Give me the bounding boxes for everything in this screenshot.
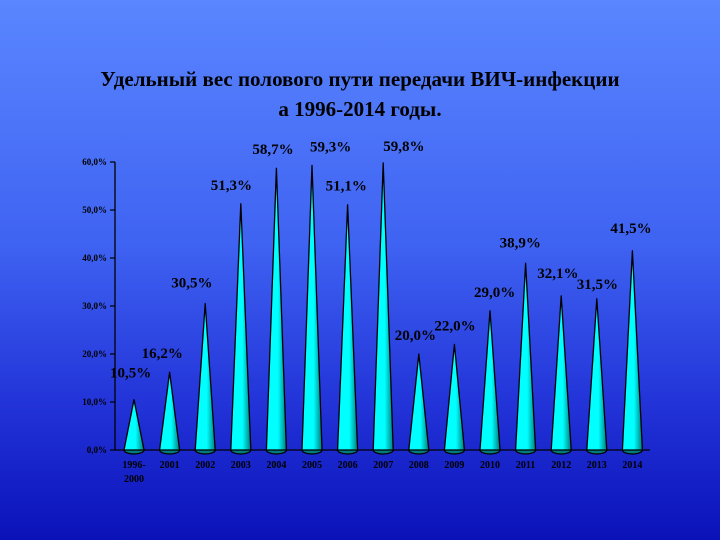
x-tick-label: 2006 [338,460,358,471]
data-label: 51,3% [211,178,252,194]
y-tick-label: 10,0% [82,397,107,407]
chart-title: Удельный вес полового пути передачи ВИЧ-… [20,64,700,124]
bar-2005 [301,164,323,451]
title-line-2: а 1996-2014 годы. [278,97,442,121]
title-line-1: Удельный вес полового пути передачи ВИЧ-… [100,67,620,91]
x-tick-label: 2003 [231,460,251,471]
x-tick-label: 2013 [587,460,607,471]
x-tick-label: 2008 [409,460,429,471]
y-tick-label: 0,0% [87,445,107,455]
data-label: 16,2% [142,346,183,362]
bar-2007 [372,162,394,451]
y-tick-label: 20,0% [82,349,107,359]
y-tick-label: 50,0% [82,205,107,215]
y-tick-label: 60,0% [82,157,107,167]
data-label: 38,9% [500,235,541,251]
bar-2009 [443,343,466,451]
bar-1996-2000 [123,398,145,451]
data-label: 32,1% [537,266,578,282]
bar-2011 [514,262,537,451]
x-tick-label: 2001 [160,460,180,471]
x-tick-label: 2009 [444,460,464,471]
data-label: 51,1% [326,179,367,195]
x-tick-label: 2002 [195,460,215,471]
y-tick-label: 30,0% [82,301,107,311]
data-label: 30,5% [171,276,212,292]
bar-2013 [586,298,608,451]
bar-2006 [336,204,359,451]
bar-2012 [550,295,572,451]
data-label: 29,0% [474,285,515,301]
x-tick-label: 1996-2000 [122,460,145,485]
data-label: 58,7% [252,142,293,158]
bar-2002 [194,302,216,451]
x-tick-label: 2011 [516,460,535,471]
x-tick-label: 2012 [551,460,571,471]
data-label: 22,0% [434,318,475,334]
bar-2004 [265,167,288,451]
bar-2001 [158,371,181,451]
bar-2008 [408,353,430,451]
data-label: 59,3% [310,139,351,155]
data-label: 10,5% [110,366,151,382]
bar-2010 [479,310,501,451]
x-tick-label: 2010 [480,460,500,471]
data-label: 31,5% [577,277,618,293]
x-tick-label: 2014 [622,460,642,471]
x-tick-label: 2004 [266,460,286,471]
bar-2014 [621,250,644,451]
data-label: 59,8% [383,139,424,155]
x-tick-label: 2005 [302,460,322,471]
bar-2003 [230,203,252,451]
data-label: 41,5% [610,221,651,237]
y-tick-label: 40,0% [82,253,107,263]
data-label: 20,0% [395,328,436,344]
x-tick-label: 2007 [373,460,393,471]
